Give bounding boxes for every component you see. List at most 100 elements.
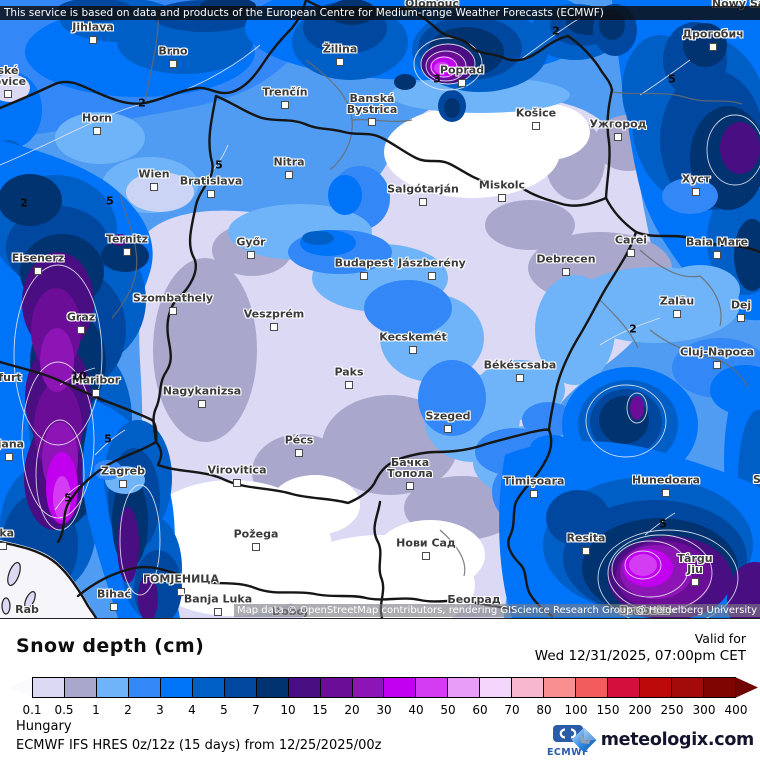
city-label: ГОМЈЕНИЦА [142, 572, 220, 586]
city-marker [406, 482, 414, 490]
city-label: Nagykanizsa [162, 384, 242, 398]
legend-cell [319, 677, 353, 698]
city-marker [0, 542, 7, 550]
city-marker [169, 60, 177, 68]
legend-tick: 0.5 [54, 703, 74, 717]
city-marker [150, 183, 158, 191]
legend-cell [383, 677, 417, 698]
legend-bar-cells [32, 677, 736, 698]
city-label: Trenčín [262, 85, 308, 99]
city-label: Ужгород [589, 117, 647, 131]
city-label: Békéscsaba [483, 358, 557, 372]
snow-depth-raster [0, 0, 760, 618]
city-marker [516, 374, 524, 382]
valid-time-block: Valid for Wed 12/31/2025, 07:00pm CET [535, 631, 746, 664]
city-label: Požega [233, 527, 279, 541]
legend-tick: 400 [724, 703, 748, 717]
city-label: Timișoara [503, 474, 565, 488]
city-marker [5, 453, 13, 461]
city-label: Jihlava [72, 20, 114, 34]
city-marker [336, 58, 344, 66]
city-label: Cluj-Napoca [679, 345, 755, 359]
legend-left-arrow [8, 677, 33, 698]
legend-tick: 40 [408, 703, 424, 717]
city-marker [368, 118, 376, 126]
city-marker [713, 361, 721, 369]
city-label: Zagreb [100, 464, 146, 478]
city-marker [428, 272, 436, 280]
legend-cell [95, 677, 129, 698]
legend-cell [127, 677, 161, 698]
legend-tick: 60 [472, 703, 488, 717]
contour-value-label: 5 [659, 517, 667, 531]
legend-cell [159, 677, 193, 698]
valid-datetime: Wed 12/31/2025, 07:00pm CET [534, 648, 746, 664]
contour-value-label: 5 [104, 432, 112, 446]
legend-cell [543, 677, 577, 698]
city-marker [562, 268, 570, 276]
city-label: Szeged [425, 409, 471, 423]
contour-value-label: 10 [71, 369, 87, 383]
contour-value-label: 2 [552, 24, 560, 38]
city-marker [692, 188, 700, 196]
city-label: Graz [66, 310, 96, 324]
contour-value-label: 5 [106, 194, 114, 208]
city-marker [673, 310, 681, 318]
legend-cell [223, 677, 257, 698]
city-label: Olomouc [404, 0, 460, 10]
city-label: Jászberény [398, 256, 466, 270]
city-label: Bihać [97, 587, 131, 601]
city-marker [295, 449, 303, 457]
meteologix-logo[interactable]: meteologix.com [571, 727, 754, 753]
legend-cell [255, 677, 289, 698]
city-label: Veszprém [243, 307, 305, 321]
legend-cell [639, 677, 673, 698]
city-label: Baia Mare [685, 235, 749, 249]
city-label: Budapest [334, 256, 394, 270]
legend-title: Snow depth (cm) [16, 635, 205, 657]
city-marker [419, 198, 427, 206]
city-label: Nitra [273, 155, 305, 169]
city-label: Kecskemét [379, 330, 447, 344]
city-marker [198, 400, 206, 408]
city-marker [458, 79, 466, 87]
legend-cell [479, 677, 513, 698]
contour-value-label: 5 [215, 158, 223, 172]
legend-footer: Snow depth (cm) Valid for Wed 12/31/2025… [0, 619, 760, 760]
city-label: skéjovice [0, 64, 27, 88]
legend-cell [415, 677, 449, 698]
legend-right-arrow [735, 677, 758, 698]
city-marker [89, 36, 97, 44]
contour-value-label: 5 [668, 72, 676, 86]
city-label: Хуст [681, 172, 711, 186]
city-label: Poprad [439, 63, 485, 77]
ecmwf-logo-text: ECMWF [547, 747, 589, 758]
region-label: Hungary [16, 719, 72, 734]
city-label: Zalău [659, 294, 695, 308]
city-label: Pécs [284, 433, 314, 447]
valid-for-label: Valid for [694, 631, 746, 646]
legend-tick: 5 [220, 703, 228, 717]
city-label: Brno [158, 44, 188, 58]
city-label: Žilina [322, 42, 358, 56]
city-marker [345, 381, 353, 389]
legend-tick: 15 [312, 703, 328, 717]
legend-tick: 1 [92, 703, 100, 717]
legend-cell [607, 677, 641, 698]
city-marker [360, 272, 368, 280]
city-label: Miskolc [478, 178, 526, 192]
city-label: Maribor [71, 373, 121, 387]
city-label: Paks [334, 365, 364, 379]
city-marker [444, 425, 452, 433]
city-marker [4, 90, 12, 98]
city-marker [627, 249, 635, 257]
city-marker [92, 389, 100, 397]
city-marker [662, 489, 670, 497]
city-label: Rab [15, 602, 39, 616]
city-marker [270, 323, 278, 331]
city-label: Eisenerz [11, 251, 65, 265]
city-marker [422, 552, 430, 560]
city-label: Banská Bystrica [346, 92, 398, 116]
legend-cell [32, 677, 65, 698]
city-label: Győr [236, 235, 266, 249]
